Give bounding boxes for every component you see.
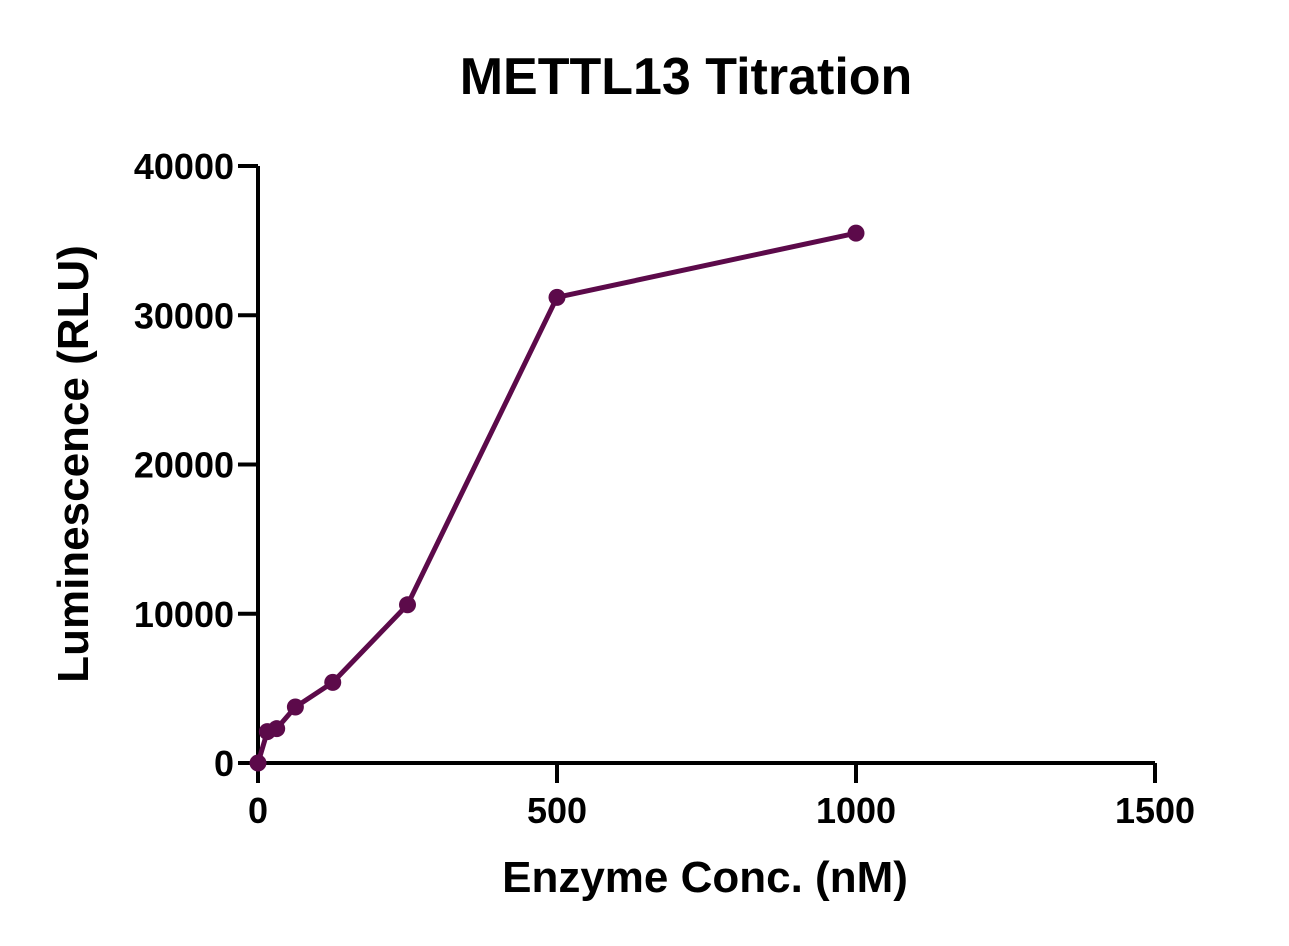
y-tick-label: 20000 xyxy=(134,445,234,486)
x-tick-label: 0 xyxy=(248,790,268,831)
data-point xyxy=(399,596,416,614)
data-point xyxy=(847,224,865,242)
y-tick-label: 30000 xyxy=(134,295,234,336)
chart-title: METTL13 Titration xyxy=(460,48,913,106)
x-tick-label: 1500 xyxy=(1115,790,1195,831)
x-axis-label: Enzyme Conc. (nM) xyxy=(502,853,908,902)
data-point xyxy=(268,720,286,738)
y-axis: 0 10000 20000 30000 40000 xyxy=(134,146,260,784)
series-line xyxy=(255,230,857,764)
data-point xyxy=(249,754,267,772)
x-tick-label: 500 xyxy=(527,790,587,831)
y-tick-label: 0 xyxy=(214,743,234,784)
x-tick-label: 1000 xyxy=(816,790,896,831)
data-point xyxy=(286,698,304,716)
y-tick-label: 40000 xyxy=(134,146,234,187)
data-point xyxy=(548,288,566,306)
y-axis-label: Luminescence (RLU) xyxy=(49,245,98,683)
data-point xyxy=(324,673,342,691)
y-tick-label: 10000 xyxy=(134,594,234,635)
series-group xyxy=(249,224,865,772)
x-axis: 0 500 1000 1500 xyxy=(248,761,1195,831)
